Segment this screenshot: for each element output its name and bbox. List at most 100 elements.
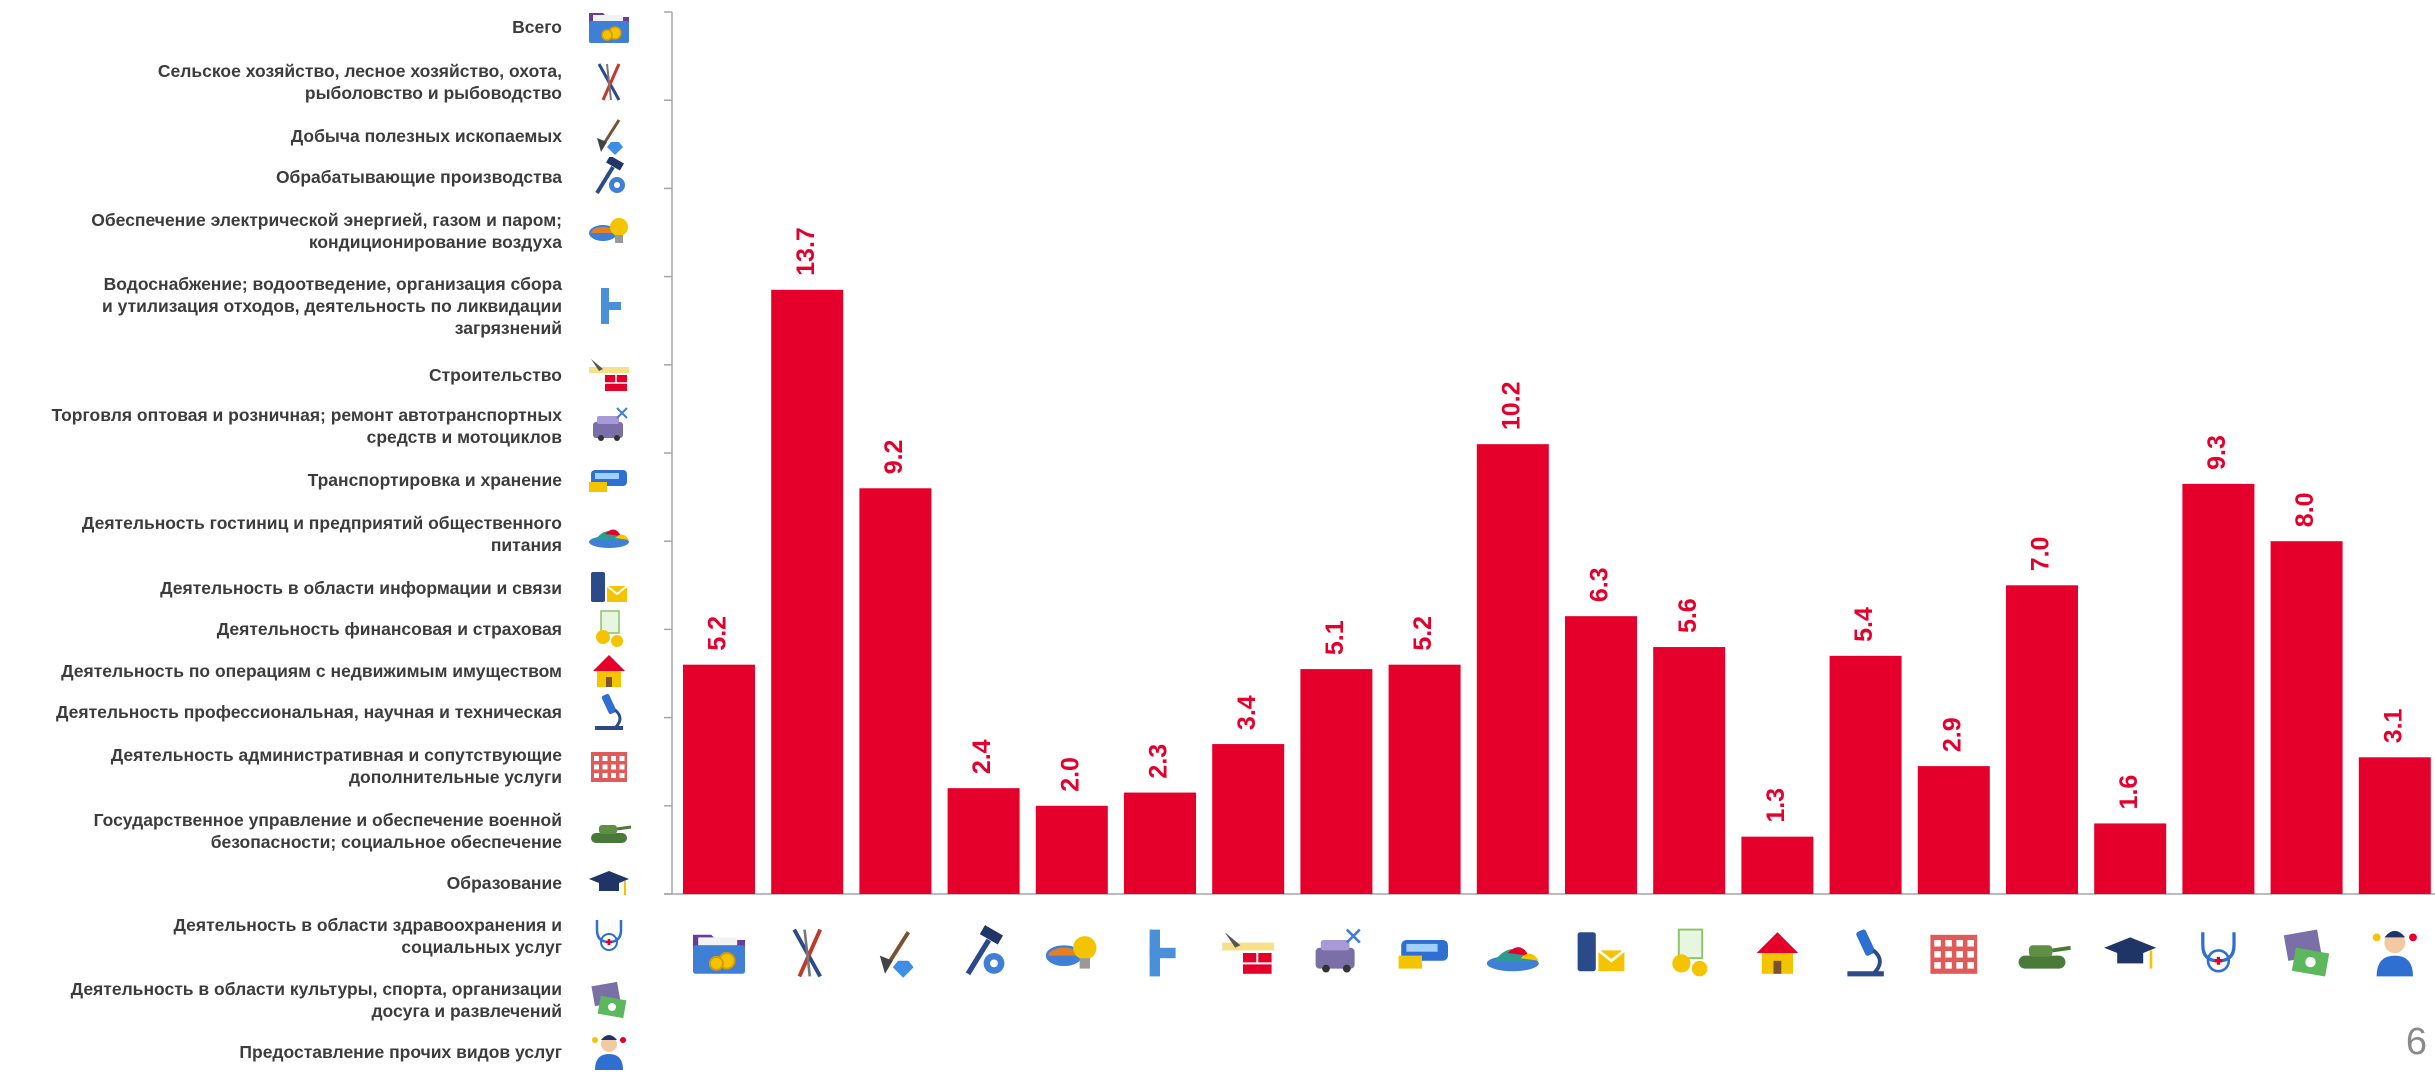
service-person-icon <box>586 1032 632 1072</box>
bar-value-label: 7.0 <box>2027 537 2055 572</box>
bus-truck-icon <box>586 460 632 500</box>
legend-item: Всего <box>0 0 660 67</box>
microscope-icon <box>586 692 632 732</box>
legend-item: Деятельность гостиниц и предприятий обще… <box>0 494 660 574</box>
office-building-icon <box>586 746 632 786</box>
bar <box>2182 483 2255 894</box>
legend-item: Государственное управление и обеспечение… <box>0 791 660 871</box>
bar-value-label: 5.2 <box>704 616 732 651</box>
legend-item-label: Водоснабжение; водоотведение, организаци… <box>0 273 562 339</box>
bar <box>1476 444 1549 894</box>
bar-value-label: 8.0 <box>2291 492 2319 527</box>
legend-item-label: Обеспечение электрической энергией, газо… <box>0 209 562 253</box>
legend-item-label: Деятельность гостиниц и предприятий обще… <box>0 512 562 556</box>
food-dish-icon <box>586 514 632 554</box>
legend-item-label: Транспортировка и хранение <box>0 469 562 491</box>
bar-value-label: 2.4 <box>968 739 996 774</box>
legend-item-label-line: Строительство <box>428 365 562 385</box>
legend-item-label-line: Торговля оптовая и розничная; ремонт авт… <box>51 405 563 425</box>
legend-item: Образование <box>0 843 660 923</box>
legend-item-label-line: Деятельность в области культуры, спорта,… <box>70 979 562 999</box>
car-repair-icon <box>1315 928 1361 973</box>
legend-item-label: Образование <box>0 872 562 894</box>
bar-value-label: 5.4 <box>1850 607 1878 642</box>
stethoscope-icon <box>2201 932 2236 973</box>
legend-item-label: Строительство <box>0 364 562 386</box>
legend-item-label-line: Сельское хозяйство, лесное хозяйство, ох… <box>157 61 562 81</box>
car-repair-icon <box>586 406 632 446</box>
bar <box>1565 616 1637 894</box>
legend-item-label: Обрабатывающие производства <box>0 166 562 188</box>
hammer-gear-icon <box>965 925 1005 976</box>
bar-chart: 5.2 13.7 9.2 2.4 2.0 2.3 3.4 5.1 5.2 10.2 6.3 5.6 1.… <box>664 11 2435 978</box>
culture-money-icon <box>586 980 632 1020</box>
legend-item-label: Торговля оптовая и розничная; ремонт авт… <box>0 404 563 448</box>
bar-value-label: 1.3 <box>1762 788 1790 823</box>
hammer-gear-icon <box>586 157 632 197</box>
bar-value-label: 3.4 <box>1233 695 1261 730</box>
bar-value-label: 3.1 <box>2379 708 2407 743</box>
bar <box>1035 805 1108 894</box>
legend-item: Сельское хозяйство, лесное хозяйство, ох… <box>0 42 660 122</box>
legend-item: Водоснабжение; водоотведение, организаци… <box>0 266 660 346</box>
power-bulb-icon <box>1045 936 1097 969</box>
water-pipe-icon <box>1149 929 1176 977</box>
service-person-icon <box>2372 930 2417 977</box>
legend-item-label-line: загрязнений <box>454 318 562 338</box>
legend-item-label-line: Деятельность в области информации и связ… <box>160 578 562 598</box>
legend-item: Обеспечение электрической энергией, газо… <box>0 191 660 271</box>
bar-value-label: 2.3 <box>1145 744 1173 779</box>
legend-item-label: Деятельность профессиональная, научная и… <box>0 701 562 723</box>
fishing-tools-icon <box>586 62 632 102</box>
bar <box>2358 757 2431 894</box>
bar-value-label: 10.2 <box>1497 382 1525 431</box>
legend-item-label-line: Всего <box>512 17 562 37</box>
legend-item-label-line: кондиционирование воздуха <box>308 232 562 252</box>
phone-mail-icon <box>1577 932 1626 972</box>
bar <box>1300 669 1373 894</box>
legend-item-label: Всего <box>0 16 562 38</box>
legend-item: Деятельность финансовая и страховая <box>0 589 660 669</box>
tank-icon <box>2018 945 2071 969</box>
folder-coins-icon <box>586 7 632 47</box>
legend-item-label-line: и утилизация отходов, деятельность по ли… <box>102 296 562 316</box>
finance-coins-icon <box>1672 928 1708 977</box>
legend-item-label-line: питания <box>490 535 562 555</box>
graduation-cap-icon <box>2104 937 2157 969</box>
legend-item: Деятельность профессиональная, научная и… <box>0 672 660 752</box>
legend-item-label-line: Деятельность профессиональная, научная и… <box>55 702 562 722</box>
shovel-gem-icon <box>586 116 632 156</box>
tank-icon <box>586 811 632 851</box>
legend-item-label: Предоставление прочих видов услуг <box>0 1041 562 1063</box>
house-keys-icon <box>1756 932 1799 974</box>
bar <box>1653 647 1726 894</box>
bar <box>1388 664 1461 894</box>
legend-item: Транспортировка и хранение <box>0 440 660 520</box>
legend-item-label: Деятельность административная и сопутств… <box>0 744 562 788</box>
bar <box>1741 836 1814 894</box>
bar-value-label: 1.6 <box>2115 775 2143 810</box>
bar-value-label: 9.2 <box>880 440 908 475</box>
legend-item: Деятельность по операциям с недвижимым и… <box>0 631 660 711</box>
bar <box>2006 585 2078 894</box>
legend-item: Добыча полезных ископаемых <box>0 96 660 176</box>
legend-item-label-line: Деятельность гостиниц и предприятий обще… <box>81 513 562 533</box>
legend-item-label-line: Обрабатывающие производства <box>275 167 562 187</box>
legend-item-label-line: Деятельность по операциям с недвижимым и… <box>61 661 562 681</box>
legend-item-label-line: средств и мотоциклов <box>366 427 562 447</box>
bar <box>2270 541 2343 894</box>
bar <box>947 788 1020 894</box>
legend-item-label-line: безопасности; социальное обеспечение <box>210 832 562 852</box>
bar <box>1212 744 1285 894</box>
trowel-bricks-icon <box>586 355 632 395</box>
legend-item: Деятельность в области культуры, спорта,… <box>0 960 660 1040</box>
legend-item: Обрабатывающие производства <box>0 137 660 217</box>
legend-item: Деятельность в области информации и связ… <box>0 548 660 628</box>
legend-item-label: Государственное управление и обеспечение… <box>0 809 562 853</box>
bar <box>771 289 844 895</box>
legend-item-label: Сельское хозяйство, лесное хозяйство, ох… <box>0 60 562 104</box>
legend-item-label-line: Деятельность финансовая и страховая <box>216 619 562 639</box>
shovel-gem-icon <box>879 931 914 978</box>
legend-item-label-line: Добыча полезных ископаемых <box>290 126 562 146</box>
bar-value-label: 2.0 <box>1056 757 1084 792</box>
